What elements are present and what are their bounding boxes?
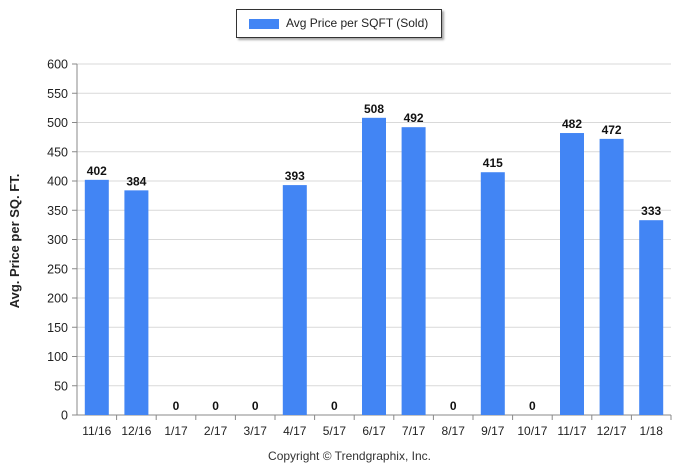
legend-swatch (249, 19, 279, 29)
copyright-text: Copyright © Trendgraphix, Inc. (268, 449, 431, 463)
data-labels: 402 384 0 0 0 393 0 508 492 0 415 0 482 472 333 (87, 102, 662, 413)
y-tick-label: 150 (47, 321, 68, 335)
bar (599, 138, 624, 415)
data-label: 0 (173, 399, 180, 413)
data-label: 0 (529, 399, 536, 413)
y-tick-label: 350 (47, 204, 68, 218)
x-tick-label: 1/18 (640, 424, 664, 438)
x-tick-label: 1/17 (164, 424, 188, 438)
y-tick-label: 50 (54, 379, 68, 393)
x-tick-label: 11/17 (557, 424, 586, 438)
x-tick-label: 7/17 (402, 424, 426, 438)
y-tick-label: 0 (61, 409, 68, 423)
data-label: 508 (364, 102, 384, 116)
data-label: 402 (87, 164, 107, 178)
bar (560, 133, 584, 415)
bar (401, 127, 426, 416)
bar (124, 190, 149, 415)
x-tick-label: 2/17 (204, 424, 228, 438)
y-tick-label: 200 (47, 292, 68, 306)
x-tick-label: 10/17 (517, 424, 547, 438)
legend-label: Avg Price per SQFT (Sold) (286, 16, 429, 30)
data-label: 393 (285, 169, 305, 183)
data-label: 0 (252, 399, 259, 413)
x-tick-label: 5/17 (323, 424, 347, 438)
data-label: 333 (641, 204, 661, 218)
x-tick-label: 4/17 (283, 424, 307, 438)
x-tick-label: 12/17 (597, 424, 627, 438)
bar (84, 179, 109, 415)
y-tick-label: 100 (47, 350, 68, 364)
x-tick-label: 12/16 (121, 424, 151, 438)
x-axis-tick-labels: 11/16 12/16 1/17 2/17 3/17 4/17 5/17 6/17 7/17 8/… (82, 424, 663, 438)
y-tick-label: 450 (47, 145, 68, 159)
data-label: 0 (450, 399, 457, 413)
y-tick-label: 550 (47, 87, 68, 101)
y-axis-tick-labels: 0 50 100 150 200 250 300 350 400 450 500 550 600 (47, 58, 68, 423)
bar (639, 220, 664, 415)
legend: Avg Price per SQFT (Sold) (236, 9, 442, 38)
data-label: 384 (126, 174, 146, 188)
y-tick-label: 500 (47, 116, 68, 130)
bar (282, 185, 307, 415)
x-tick-label: 11/16 (82, 424, 111, 438)
x-tick-label: 3/17 (244, 424, 268, 438)
data-label: 415 (483, 156, 503, 170)
y-axis-label: Avg. Price per SQ. FT. (7, 174, 22, 309)
bars (84, 117, 664, 416)
data-label: 0 (331, 399, 338, 413)
x-tick-label: 9/17 (481, 424, 505, 438)
data-label: 472 (602, 123, 622, 137)
data-label: 492 (404, 111, 424, 125)
data-label: 482 (562, 117, 582, 131)
y-tick-label: 400 (47, 175, 68, 189)
bar (480, 172, 505, 415)
x-tick-label: 6/17 (362, 424, 386, 438)
y-tick-label: 300 (47, 233, 68, 247)
bar (362, 117, 386, 415)
data-label: 0 (212, 399, 219, 413)
y-tick-label: 250 (47, 262, 68, 276)
x-tick-label: 8/17 (442, 424, 466, 438)
y-tick-label: 600 (47, 58, 68, 72)
